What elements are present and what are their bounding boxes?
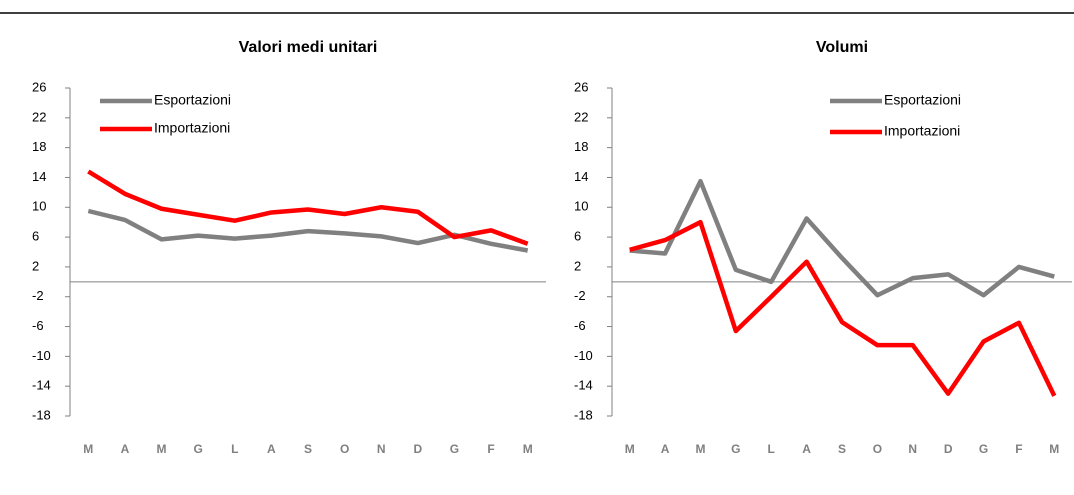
x-tick-label: L xyxy=(231,442,238,456)
x-tick-label: O xyxy=(873,442,882,456)
y-tick-label: 22 xyxy=(574,109,588,124)
x-tick-label: S xyxy=(838,442,846,456)
legend-label: Esportazioni xyxy=(154,92,231,108)
y-tick-label: -6 xyxy=(574,318,586,333)
x-tick-label: M xyxy=(83,442,93,456)
x-tick-label: F xyxy=(1015,442,1022,456)
y-tick-label: -14 xyxy=(32,378,51,393)
y-tick-label: 18 xyxy=(32,139,46,154)
y-tick-label: 2 xyxy=(574,258,581,273)
series-line xyxy=(629,178,1055,298)
x-tick-label: A xyxy=(661,442,670,456)
y-tick-label: 26 xyxy=(32,79,46,94)
x-tick-label: L xyxy=(768,442,775,456)
x-tick-label: S xyxy=(304,442,312,456)
x-tick-label: M xyxy=(157,442,167,456)
y-tick-label: -2 xyxy=(32,288,44,303)
series-line xyxy=(87,169,529,246)
y-tick-label: -2 xyxy=(574,288,586,303)
y-tick-label: 10 xyxy=(574,199,588,214)
x-tick-label: A xyxy=(802,442,811,456)
x-tick-label: M xyxy=(1049,442,1059,456)
x-tick-label: G xyxy=(731,442,740,456)
y-tick-label: 6 xyxy=(574,229,581,244)
y-tick-label: 6 xyxy=(32,229,39,244)
y-tick-label: -10 xyxy=(574,348,593,363)
x-tick-label: N xyxy=(908,442,917,456)
y-tick-label: -14 xyxy=(574,378,593,393)
x-tick-label: M xyxy=(523,442,533,456)
y-tick-label: 22 xyxy=(32,109,46,124)
x-tick-label: G xyxy=(450,442,459,456)
x-tick-label: M xyxy=(695,442,705,456)
y-tick-label: 18 xyxy=(574,139,588,154)
x-tick-label: A xyxy=(267,442,276,456)
x-tick-label: M xyxy=(625,442,635,456)
legend-label: Importazioni xyxy=(154,120,230,136)
y-tick-label: 10 xyxy=(32,199,46,214)
x-tick-label: D xyxy=(414,442,423,456)
y-tick-label: -6 xyxy=(32,318,44,333)
x-tick-label: G xyxy=(979,442,988,456)
legend-label: Importazioni xyxy=(884,123,960,139)
x-tick-label: F xyxy=(487,442,494,456)
series-line xyxy=(87,208,529,253)
x-tick-label: O xyxy=(340,442,349,456)
x-tick-label: A xyxy=(121,442,130,456)
x-tick-label: N xyxy=(377,442,386,456)
y-tick-label: 14 xyxy=(574,169,588,184)
x-tick-label: D xyxy=(944,442,953,456)
chart-title: Valori medi unitari xyxy=(239,39,378,56)
legend-label: Esportazioni xyxy=(884,92,961,108)
chart-title: Volumi xyxy=(816,39,868,56)
y-tick-label: -18 xyxy=(32,407,51,422)
y-tick-label: 14 xyxy=(32,169,46,184)
y-tick-label: -18 xyxy=(574,407,593,422)
y-tick-label: -10 xyxy=(32,348,51,363)
series-line xyxy=(629,219,1057,397)
y-tick-label: 26 xyxy=(574,79,588,94)
y-tick-label: 2 xyxy=(32,258,39,273)
x-tick-label: G xyxy=(193,442,202,456)
